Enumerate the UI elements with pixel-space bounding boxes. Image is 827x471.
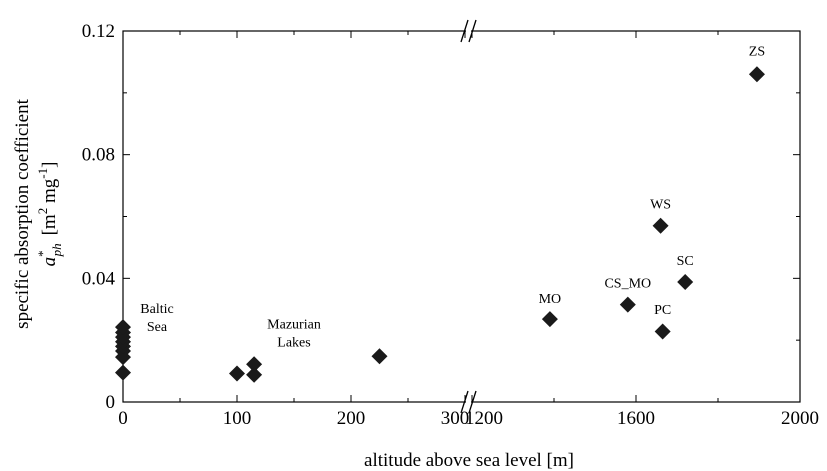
annotation-line: SC [677, 254, 694, 269]
break-slash [468, 390, 477, 414]
x-axis-title: altitude above sea level [m] [364, 450, 574, 471]
annotation-line: WS [650, 198, 671, 213]
x-tick-label: 1200 [465, 408, 503, 429]
break-slash [460, 19, 469, 43]
x-tick-label: 200 [337, 408, 366, 429]
data-point [677, 274, 694, 291]
y-axis-title-line1: specific absorption coefficient [12, 98, 33, 328]
point-annotation: WS [650, 198, 671, 213]
data-point [619, 296, 636, 313]
point-annotation: ZS [749, 44, 765, 59]
point-annotation: Baltic Sea [140, 302, 173, 335]
annotation-line: Mazurian [267, 317, 321, 332]
y-axis-title: specific absorption coefficient a*ph [m2 … [12, 98, 64, 328]
data-point [748, 66, 765, 83]
data-point [541, 311, 558, 328]
annotation-line: Lakes [277, 335, 310, 350]
annotation-line: ZS [749, 44, 765, 59]
point-annotation: SC [677, 254, 694, 269]
y-unit-start: [m [39, 214, 60, 235]
x-tick-label: 100 [223, 408, 252, 429]
y-axis-title-line2: a*ph [m2 mg-1] [35, 162, 64, 267]
annotation-line: MO [539, 292, 562, 307]
y-symbol: a [39, 257, 60, 267]
point-annotation: Mazurian Lakes [267, 317, 321, 350]
data-point [371, 348, 388, 365]
annotation-line: Sea [147, 320, 168, 335]
plot-frame [122, 30, 801, 403]
data-point [652, 217, 669, 234]
y-unit-end: ] [39, 162, 60, 168]
data-point [654, 323, 671, 340]
y-unit-sup1: 2 [35, 208, 50, 215]
point-annotation: CS_MO [604, 276, 651, 291]
data-point [246, 366, 263, 383]
x-tick-label: 300 [441, 408, 470, 429]
y-unit-mid: mg [39, 178, 60, 208]
x-tick-label: 2000 [781, 408, 819, 429]
y-symbol-sup: * [35, 250, 50, 257]
break-gap-bottom [466, 400, 471, 404]
y-tick-label: 0 [106, 392, 116, 413]
data-point [246, 356, 263, 373]
point-annotation: MO [539, 292, 562, 307]
y-tick-label: 0.12 [82, 21, 115, 42]
annotation-line: PC [654, 303, 671, 318]
annotation-line: CS_MO [604, 276, 651, 291]
annotation-line: Baltic [140, 302, 173, 317]
data-point [229, 365, 245, 382]
axis-break-marks [460, 19, 477, 414]
plot-border [122, 30, 801, 403]
break-gap-top [466, 29, 471, 33]
y-symbol-sub: ph [49, 243, 64, 257]
x-tick-label: 0 [118, 408, 128, 429]
x-tick-label: 1600 [617, 408, 655, 429]
point-annotation: PC [654, 303, 671, 318]
break-slash [468, 19, 477, 43]
data-point [115, 319, 131, 336]
break-slash [460, 390, 469, 414]
y-tick-label: 0.04 [82, 268, 116, 289]
data-points [115, 66, 765, 383]
y-tick-label: 0.08 [82, 145, 115, 166]
y-unit-sup2: -1 [35, 168, 50, 179]
data-point [115, 364, 131, 381]
